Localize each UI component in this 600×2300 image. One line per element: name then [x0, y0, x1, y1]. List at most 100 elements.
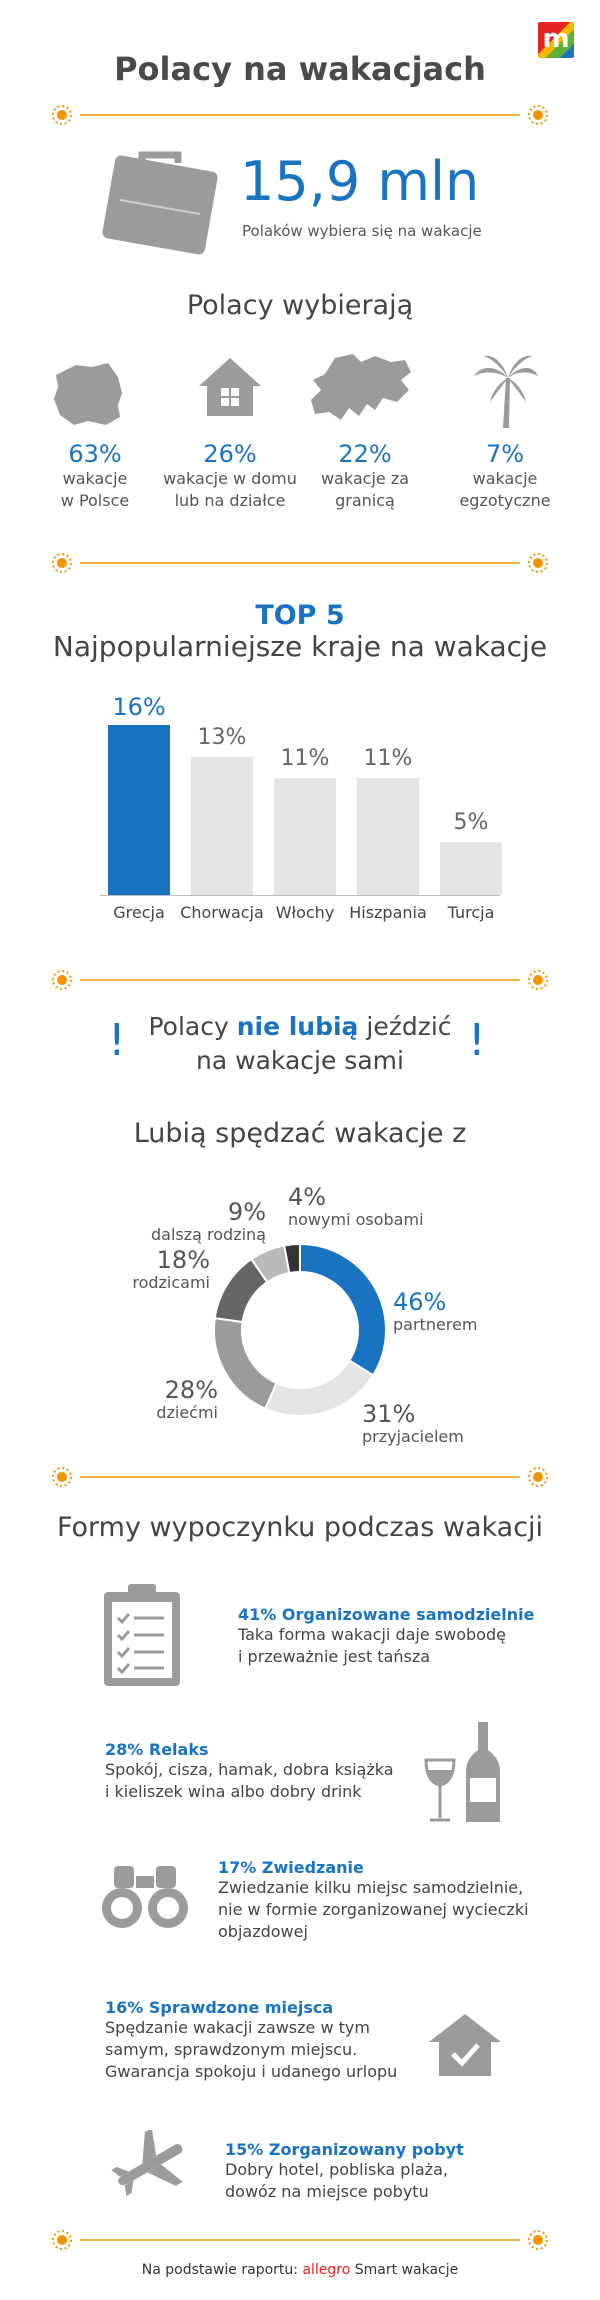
sun-divider: [52, 105, 548, 125]
donut-slice: [213, 1316, 278, 1410]
exclamation-icon: !: [108, 1015, 126, 1066]
donut-percent-label: 18%: [157, 1246, 210, 1274]
form-item-title: 41% Organizowane samodzielnie: [238, 1605, 535, 1624]
stat-percent: 22%: [338, 440, 392, 468]
sun-divider: [52, 970, 548, 990]
bar-value-label: 11%: [280, 746, 330, 772]
donut-percent-label: 46%: [393, 1288, 446, 1316]
stat-label: egzotyczne: [459, 491, 551, 510]
top5-bar-chart: 16% Grecja 13% Chorwacja 11% Włochy 11% Hiszpan…: [0, 690, 600, 930]
donut-category-label: dalszą rodziną: [151, 1225, 266, 1244]
bar-chorwacja: [191, 756, 253, 895]
form-item-desc: Spokój, cisza, hamak, dobra książka: [105, 1760, 394, 1779]
stat-label: wakacje: [62, 469, 128, 488]
form-item-desc: i przeważnie jest tańsza: [238, 1647, 431, 1666]
brand-logo: m: [538, 22, 574, 58]
sun-icon: [528, 105, 548, 125]
donut-slice: [263, 1359, 375, 1417]
donut-slice: [299, 1242, 387, 1377]
stat-abroad: 22% wakacje za granicą: [295, 440, 435, 512]
forms-heading: Formy wypoczynku podczas wakacji: [56, 1512, 544, 1543]
bar-category-label: Włochy: [275, 903, 335, 922]
palm-tree-icon: [474, 355, 538, 428]
binoculars-icon: [102, 1866, 188, 1928]
donut-category-label: rodzicami: [132, 1273, 210, 1292]
sun-icon: [528, 970, 548, 990]
sun-icon: [52, 553, 72, 573]
bar-category-label: Grecja: [113, 903, 165, 922]
suitcase-icon: [102, 151, 218, 255]
bar-category-label: Chorwacja: [180, 903, 264, 922]
clipboard-checklist-icon: [104, 1584, 180, 1686]
bar-value-label: 11%: [363, 746, 413, 772]
donut-category-label: partnerem: [393, 1315, 477, 1334]
house-icon: [199, 358, 261, 416]
alone-text: Polacy: [148, 1012, 237, 1041]
form-item-self-organized: 41% Organizowane samodzielnie Taka forma…: [238, 1605, 534, 1668]
sun-icon: [52, 1467, 72, 1487]
alone-highlight: nie lubią: [236, 1012, 359, 1041]
choose-heading: Polacy wybierają: [186, 290, 414, 321]
poland-map-icon: [54, 363, 122, 425]
form-item-desc: nie w formie zorganizowanej wycieczki: [218, 1900, 529, 1919]
source-footer: Na podstawie raportu: allegro Smart waka…: [0, 2262, 600, 2278]
sun-icon: [52, 2230, 72, 2250]
bar-grecja: [108, 725, 170, 895]
exclamation-icon: !: [468, 1015, 486, 1066]
donut-percent-label: 4%: [288, 1183, 326, 1211]
sun-divider: [52, 1467, 548, 1487]
stat-label: wakacje za: [320, 469, 410, 488]
form-item-sightseeing: 17% Zwiedzanie Zwiedzanie kilku miejsc s…: [218, 1858, 529, 1943]
sun-icon: [52, 105, 72, 125]
stat-label: lub na działce: [174, 491, 286, 510]
form-item-desc: samym, sprawdzonym miejscu.: [105, 2040, 358, 2059]
sun-icon: [528, 1467, 548, 1487]
x-axis-line: [100, 895, 500, 896]
form-item-desc: Spędzanie wakacji zawsze w tym: [105, 2018, 370, 2037]
stat-percent: 26%: [203, 440, 257, 468]
bar-category-label: Turcja: [447, 903, 495, 922]
stat-percent: 7%: [485, 440, 525, 468]
form-item-title: 28% Relaks: [105, 1740, 209, 1759]
footer-text: Na podstawie raportu:: [141, 2262, 303, 2278]
donut-category-label: nowymi osobami: [288, 1210, 424, 1229]
house-check-icon: [429, 2014, 501, 2076]
form-item-title: 17% Zwiedzanie: [218, 1858, 364, 1877]
stat-label: w Polsce: [60, 491, 130, 510]
bar-value-label: 16%: [112, 693, 166, 721]
bar-value-label: 5%: [453, 809, 489, 835]
bar-hiszpania: [357, 778, 419, 895]
alone-text: jeździć: [358, 1012, 452, 1041]
form-item-title: 16% Sprawdzone miejsca: [105, 1998, 334, 2017]
sun-icon: [52, 970, 72, 990]
form-item-desc: Gwarancja spokoju i udanego urlopu: [105, 2062, 398, 2081]
headline-caption: Polaków wybiera się na wakacje: [242, 222, 482, 240]
sun-divider: [52, 2230, 548, 2250]
with-whom-heading: Lubią spędzać wakacje z: [133, 1118, 467, 1149]
footer-brand: allegro: [302, 2262, 351, 2278]
alone-message: Polacy nie lubią jeździć na wakacje sami: [0, 1010, 600, 1078]
top5-subtitle: Najpopularniejsze kraje na wakacje: [52, 630, 548, 663]
stat-label: granicą: [335, 491, 395, 510]
page-title: Polacy na wakacjach: [114, 50, 486, 88]
donut-percent-label: 31%: [362, 1400, 415, 1428]
stat-percent: 63%: [68, 440, 122, 468]
form-item-desc: dowóz na miejsce pobytu: [225, 2182, 429, 2201]
donut-percent-label: 28%: [165, 1376, 218, 1404]
form-item-desc: Zwiedzanie kilku miejsc samodzielnie,: [218, 1878, 524, 1897]
stat-label: wakacje w domu: [163, 469, 297, 488]
donut-category-label: przyjacielem: [362, 1427, 464, 1446]
stat-label: wakacje: [472, 469, 538, 488]
form-item-desc: i kieliszek wina albo dobry drink: [105, 1782, 362, 1801]
footer-text: Smart wakacje: [350, 2262, 459, 2278]
bar-turcja: [440, 841, 502, 895]
bar-value-label: 13%: [197, 724, 247, 750]
donut-slice: [283, 1242, 301, 1275]
sun-icon: [528, 2230, 548, 2250]
form-item-title: 15% Zorganizowany pobyt: [225, 2140, 464, 2159]
europe-map-icon: [311, 354, 411, 420]
donut-category-label: dziećmi: [156, 1403, 218, 1422]
form-item-relax: 28% Relaks Spokój, cisza, hamak, dobra k…: [105, 1740, 394, 1803]
bar-włochy: [274, 778, 336, 895]
with-whom-donut-chart: 46%partnerem 31%przyjacielem 28%dziećmi 18%…: [132, 1183, 477, 1446]
